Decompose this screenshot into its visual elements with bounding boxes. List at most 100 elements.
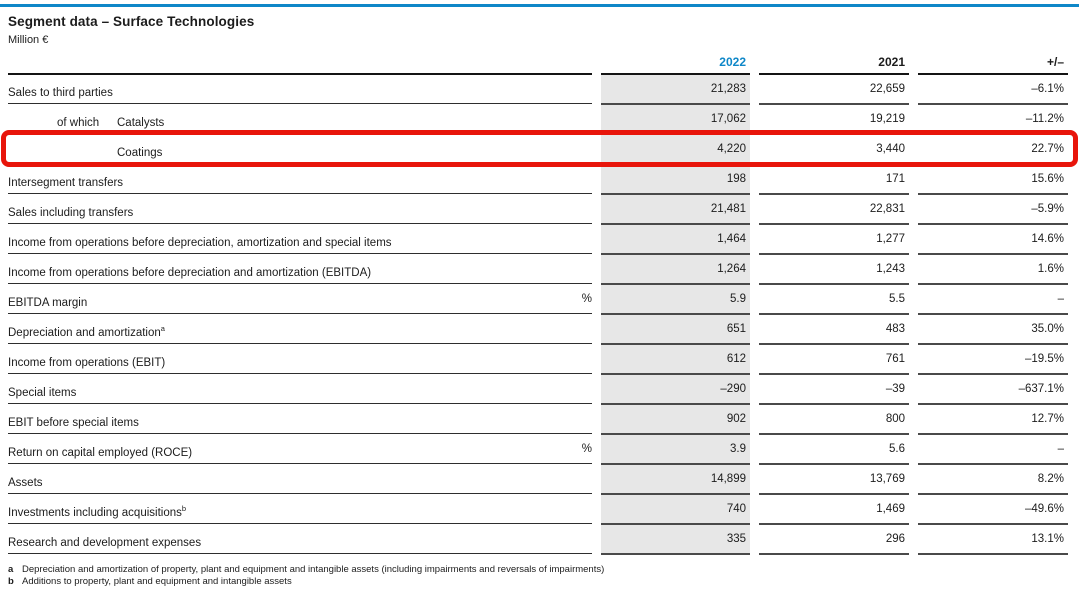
value-2022: 21,481: [601, 195, 750, 225]
value-2021: 1,469: [759, 495, 909, 525]
row-label: Coatings: [117, 146, 163, 159]
row-label-cell: Investments including acquisitionsb: [8, 495, 592, 524]
table-row: Sales to third parties 21,283 22,659 –6.…: [0, 75, 1079, 105]
row-label-cell: Income from operations before depreciati…: [8, 225, 592, 254]
top-accent-rule: [0, 4, 1079, 7]
row-label-cell: Sales to third parties: [8, 75, 592, 104]
value-2021: 483: [759, 315, 909, 345]
row-label-cell: Intersegment transfers: [8, 165, 592, 194]
value-2022: –290: [601, 375, 750, 405]
value-change: –11.2%: [918, 105, 1068, 135]
value-2021: 3,440: [759, 135, 909, 165]
table-row: Investments including acquisitionsb 740 …: [0, 495, 1079, 525]
column-header-2021: 2021: [759, 51, 909, 75]
value-change: 15.6%: [918, 165, 1068, 195]
value-2022: 21,283: [601, 75, 750, 105]
row-label: Income from operations before depreciati…: [8, 266, 372, 279]
column-header-change: +/–: [918, 51, 1068, 75]
value-2022: 198: [601, 165, 750, 195]
value-2022: 612: [601, 345, 750, 375]
row-label: Special items: [8, 386, 77, 399]
value-2022: 651: [601, 315, 750, 345]
table-row: EBIT before special items 902 800 12.7%: [0, 405, 1079, 435]
unit-label: Million €: [8, 34, 49, 46]
column-header-2022: 2022: [601, 51, 750, 75]
table-body: Sales to third parties 21,283 22,659 –6.…: [0, 75, 1079, 555]
row-label-cell: Return on capital employed (ROCE) %: [8, 435, 592, 464]
value-2021: 5.6: [759, 435, 909, 465]
row-label: Sales including transfers: [8, 206, 134, 219]
page-title: Segment data – Surface Technologies: [8, 14, 255, 29]
value-2022: 17,062: [601, 105, 750, 135]
table-row: of which Catalysts 17,062 19,219 –11.2%: [0, 105, 1079, 135]
value-change: –6.1%: [918, 75, 1068, 105]
row-label-prefix: of which: [57, 116, 100, 129]
value-2021: 19,219: [759, 105, 909, 135]
row-label-cell: Special items: [8, 375, 592, 404]
value-2021: 22,659: [759, 75, 909, 105]
value-change: –637.1%: [918, 375, 1068, 405]
row-label-cell: Coatings: [8, 135, 592, 164]
table-header-row: 2022 2021 +/–: [0, 51, 1079, 75]
row-label: Sales to third parties: [8, 86, 113, 99]
value-2021: –39: [759, 375, 909, 405]
table-row: Coatings 4,220 3,440 22.7%: [0, 135, 1079, 165]
value-2022: 335: [601, 525, 750, 555]
value-2021: 1,243: [759, 255, 909, 285]
row-label: Intersegment transfers: [8, 176, 124, 189]
table-row: Income from operations before depreciati…: [0, 255, 1079, 285]
row-label-cell: Income from operations (EBIT): [8, 345, 592, 374]
header-spacer: [8, 51, 592, 75]
row-label-cell: Sales including transfers: [8, 195, 592, 224]
value-change: 14.6%: [918, 225, 1068, 255]
value-2022: 14,899: [601, 465, 750, 495]
row-label-cell: EBIT before special items: [8, 405, 592, 434]
footnote-marker: b: [8, 576, 14, 587]
row-label: Assets: [8, 476, 43, 489]
value-change: 8.2%: [918, 465, 1068, 495]
value-2021: 22,831: [759, 195, 909, 225]
row-label: Research and development expenses: [8, 536, 202, 549]
table-row: Research and development expenses 335 29…: [0, 525, 1079, 555]
footnote-ref: b: [181, 504, 187, 513]
value-change: –: [918, 285, 1068, 315]
row-label-cell: Depreciation and amortizationa: [8, 315, 592, 344]
value-2022: 4,220: [601, 135, 750, 165]
footnotes: a Depreciation and amortization of proper…: [8, 564, 1079, 588]
table-row: EBITDA margin % 5.9 5.5 –: [0, 285, 1079, 315]
footnote-b: b Additions to property, plant and equipm…: [8, 576, 1079, 588]
footnote-a: a Depreciation and amortization of proper…: [8, 564, 1079, 576]
footnote-marker: a: [8, 564, 14, 575]
value-2021: 171: [759, 165, 909, 195]
row-label-cell: of which Catalysts: [8, 105, 592, 134]
value-change: –5.9%: [918, 195, 1068, 225]
row-unit: %: [581, 293, 592, 305]
row-label-cell: Income from operations before depreciati…: [8, 255, 592, 284]
row-label: Depreciation and amortizationa: [8, 324, 165, 339]
table-row: Depreciation and amortizationa 651 483 3…: [0, 315, 1079, 345]
value-2022: 3.9: [601, 435, 750, 465]
row-label-cell: Assets: [8, 465, 592, 494]
row-label: Investments including acquisitionsb: [8, 504, 187, 519]
value-change: –49.6%: [918, 495, 1068, 525]
row-label: Income from operations before depreciati…: [8, 236, 392, 249]
value-2021: 761: [759, 345, 909, 375]
table-row: Income from operations before depreciati…: [0, 225, 1079, 255]
row-label-cell: EBITDA margin %: [8, 285, 592, 314]
row-label: EBIT before special items: [8, 416, 139, 429]
value-2021: 5.5: [759, 285, 909, 315]
value-change: –: [918, 435, 1068, 465]
value-change: 22.7%: [918, 135, 1068, 165]
value-2021: 296: [759, 525, 909, 555]
row-label: Income from operations (EBIT): [8, 356, 166, 369]
footnote-ref: a: [160, 324, 165, 333]
row-unit: %: [581, 443, 592, 455]
table-row: Assets 14,899 13,769 8.2%: [0, 465, 1079, 495]
row-label: EBITDA margin: [8, 296, 88, 309]
table-row: Special items –290 –39 –637.1%: [0, 375, 1079, 405]
value-2022: 740: [601, 495, 750, 525]
value-change: 12.7%: [918, 405, 1068, 435]
segment-data-table: 2022 2021 +/– Sales to third parties 21,…: [0, 51, 1079, 555]
value-2022: 1,464: [601, 225, 750, 255]
